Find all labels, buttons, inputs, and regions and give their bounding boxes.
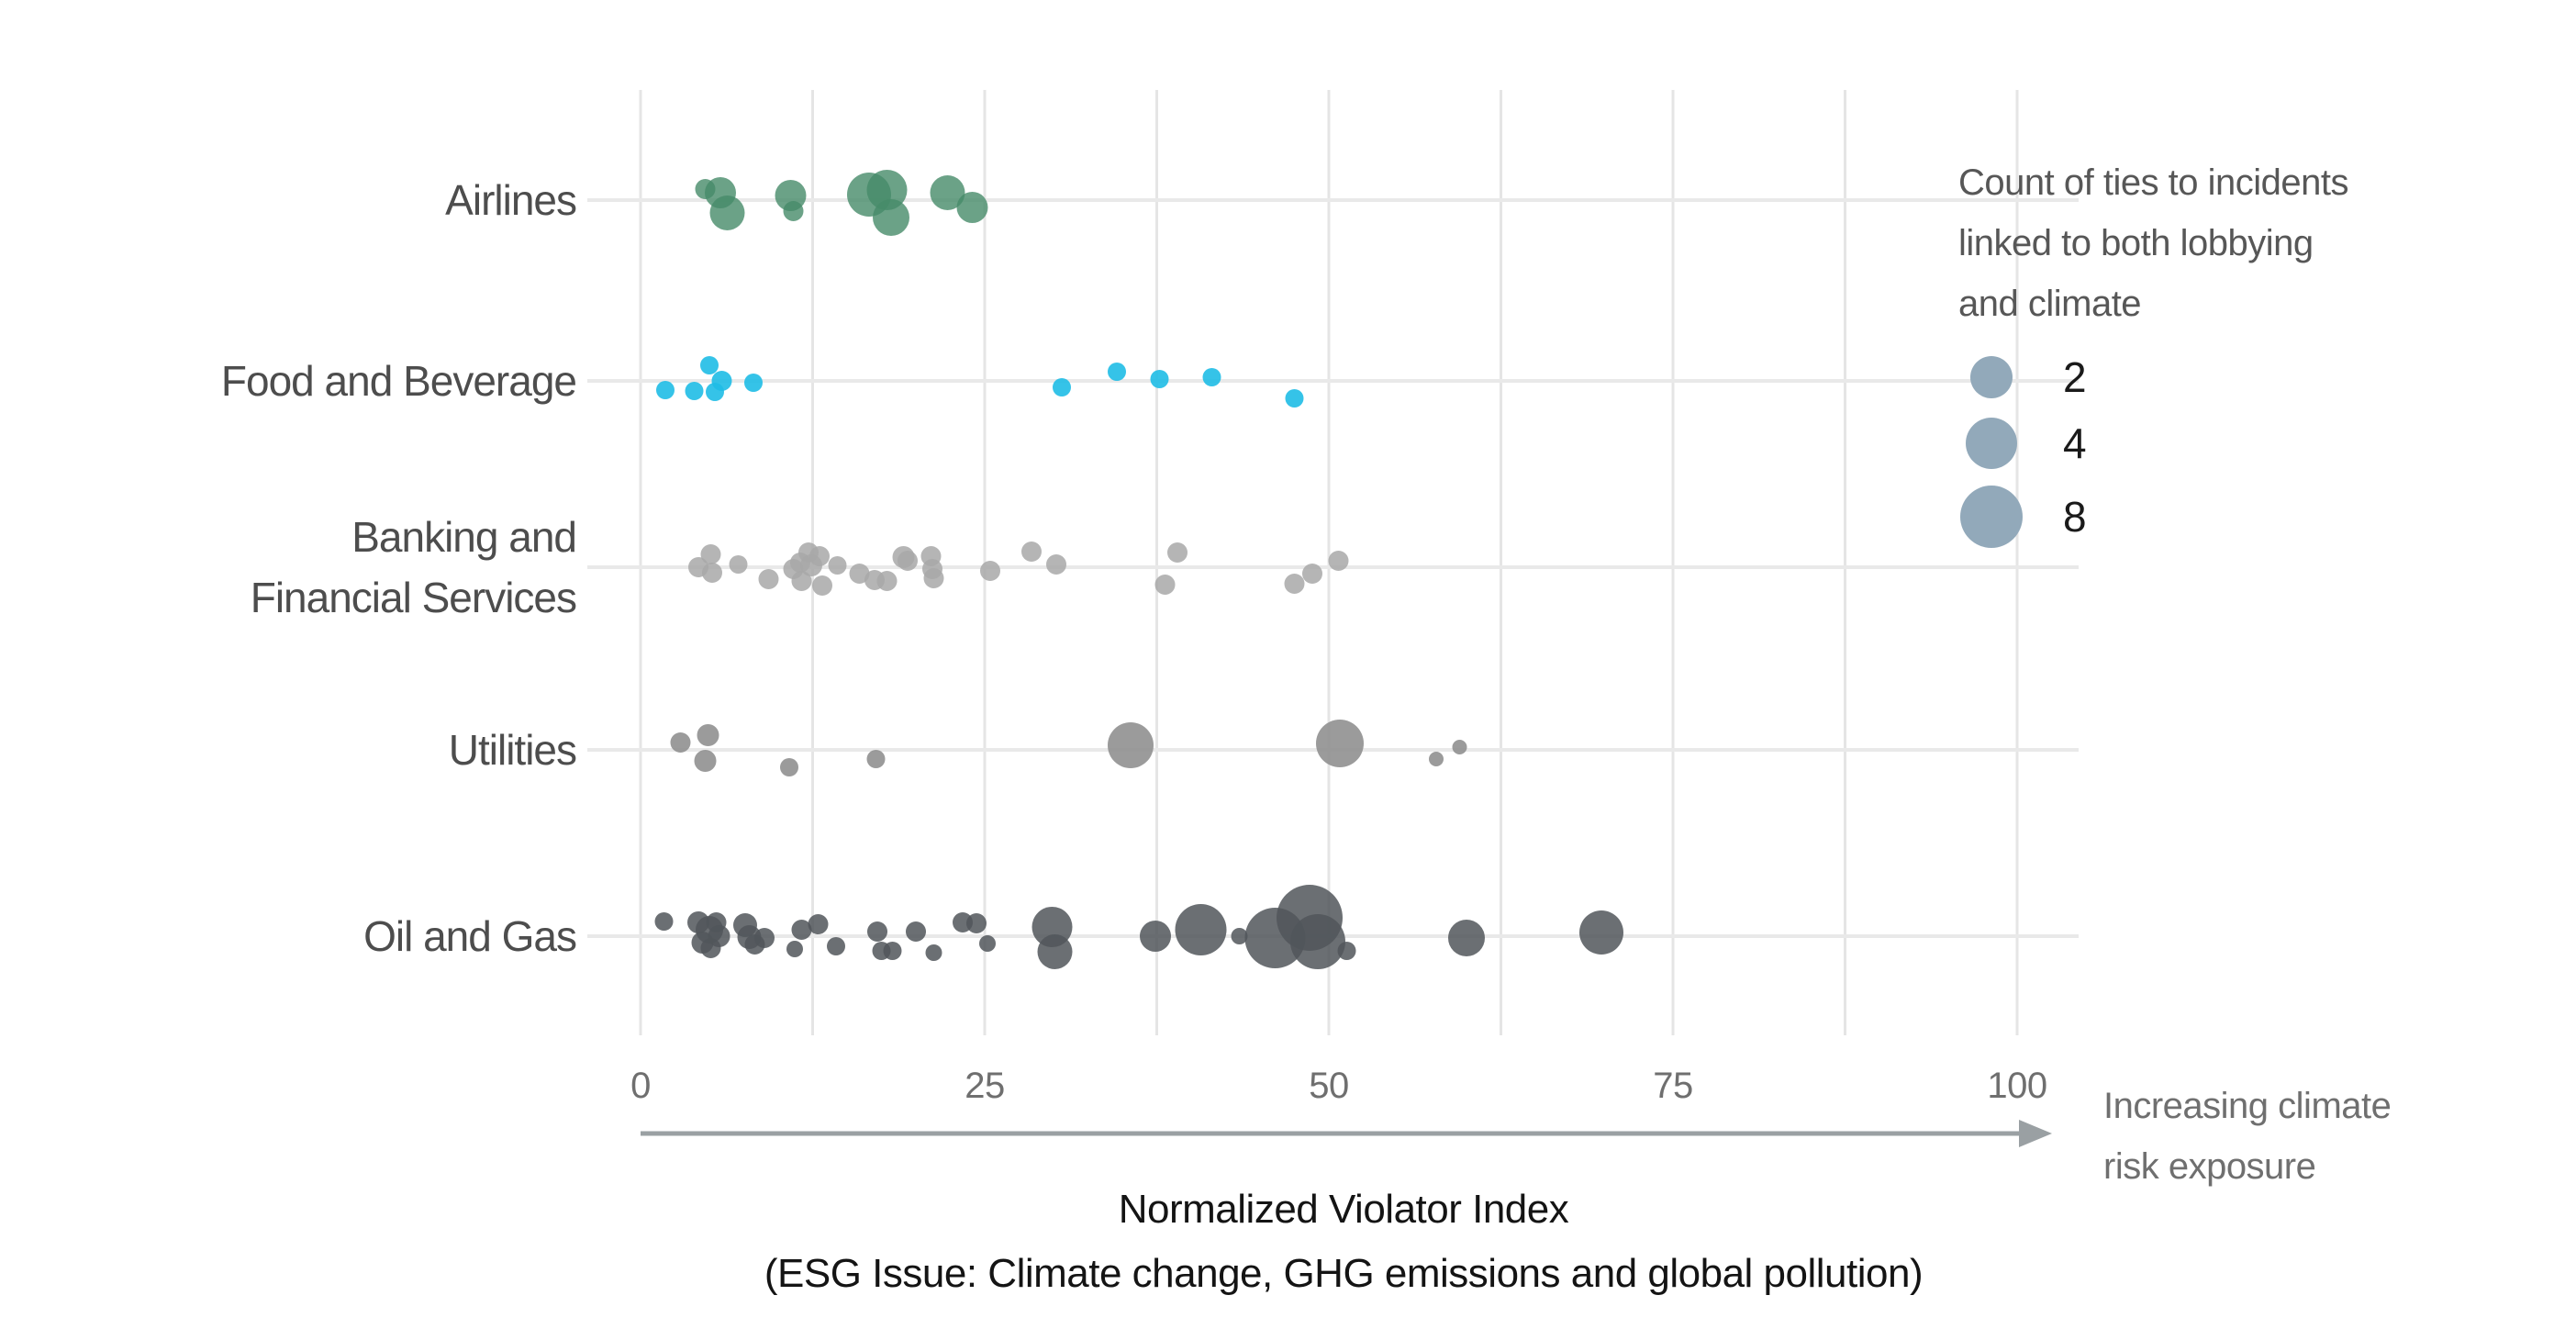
data-point-bubble[interactable] (786, 941, 803, 957)
data-point-bubble[interactable] (1037, 934, 1073, 969)
data-point-bubble[interactable] (956, 192, 988, 223)
data-point-bubble[interactable] (1175, 904, 1227, 955)
x-tick-label: 25 (965, 1066, 1005, 1106)
x-tick-label: 75 (1653, 1066, 1693, 1106)
data-point-bubble[interactable] (867, 921, 887, 942)
data-point-bubble[interactable] (1429, 752, 1444, 766)
x-tick-label: 50 (1309, 1066, 1349, 1106)
data-point-bubble[interactable] (702, 563, 722, 583)
data-point-bubble[interactable] (827, 937, 845, 955)
data-point-bubble[interactable] (1448, 920, 1485, 956)
data-point-bubble[interactable] (1053, 378, 1071, 396)
data-point-bubble[interactable] (1579, 910, 1623, 955)
data-point-bubble[interactable] (1452, 740, 1467, 754)
data-point-bubble[interactable] (979, 935, 996, 952)
row-label: Food and Beverage (221, 357, 576, 405)
data-point-bubble[interactable] (1231, 928, 1248, 944)
data-point-bubble[interactable] (758, 569, 779, 589)
row-label: Banking and (351, 513, 576, 561)
legend-size-bubble (1966, 418, 2017, 469)
legend-size-value: 2 (2063, 353, 2087, 401)
data-point-bubble[interactable] (1328, 551, 1349, 571)
legend-size-bubble (1960, 486, 2023, 548)
data-point-bubble[interactable] (873, 199, 909, 236)
row-label: Utilities (449, 726, 576, 774)
data-point-bubble[interactable] (849, 564, 870, 584)
row-label: Oil and Gas (363, 912, 576, 960)
data-point-bubble[interactable] (685, 382, 704, 400)
data-point-bubble[interactable] (1154, 575, 1176, 595)
data-point-bubble[interactable] (866, 170, 908, 210)
x-tick-label: 100 (1987, 1066, 2046, 1106)
data-point-bubble[interactable] (898, 551, 918, 571)
data-point-bubble[interactable] (791, 920, 812, 940)
data-point-bubble[interactable] (729, 555, 748, 574)
data-point-bubble[interactable] (876, 571, 898, 591)
x-axis-subtitle: (ESG Issue: Climate change, GHG emission… (764, 1251, 1923, 1296)
climate-risk-annotation: Increasing climate (2103, 1086, 2391, 1126)
data-point-bubble[interactable] (1021, 542, 1042, 562)
data-point-bubble[interactable] (780, 758, 798, 776)
data-point-bubble[interactable] (906, 921, 926, 942)
data-point-bubble[interactable] (700, 356, 719, 374)
data-point-bubble[interactable] (1290, 914, 1345, 969)
data-point-bubble[interactable] (812, 575, 832, 596)
data-point-bubble[interactable] (708, 925, 730, 947)
data-point-bubble[interactable] (700, 544, 721, 564)
data-point-bubble[interactable] (980, 561, 1000, 581)
legend-size-value: 4 (2063, 419, 2087, 467)
data-point-bubble[interactable] (866, 750, 886, 768)
data-point-bubble[interactable] (808, 914, 829, 934)
data-point-bubble[interactable] (1140, 921, 1171, 952)
data-point-bubble[interactable] (809, 546, 830, 566)
data-point-bubble[interactable] (783, 201, 804, 221)
data-point-bubble[interactable] (697, 724, 719, 746)
legend-size-bubble (1970, 356, 2013, 398)
x-axis-arrowhead-icon (2019, 1120, 2052, 1147)
data-point-bubble[interactable] (670, 732, 691, 753)
data-point-bubble[interactable] (709, 195, 745, 230)
data-point-bubble[interactable] (1108, 363, 1126, 381)
x-axis-title: Normalized Violator Index (1119, 1187, 1569, 1232)
data-point-bubble[interactable] (923, 568, 944, 588)
data-point-bubble[interactable] (654, 912, 674, 931)
data-point-bubble[interactable] (694, 750, 717, 772)
data-point-bubble[interactable] (966, 913, 987, 933)
data-point-bubble[interactable] (1046, 554, 1066, 575)
data-point-bubble[interactable] (930, 175, 965, 210)
row-label: Airlines (445, 176, 576, 224)
data-point-bubble[interactable] (791, 571, 812, 591)
data-point-bubble[interactable] (711, 371, 732, 391)
data-point-bubble[interactable] (754, 928, 775, 948)
row-label: Financial Services (251, 574, 576, 621)
data-point-bubble[interactable] (1108, 722, 1154, 768)
data-point-bubble[interactable] (1302, 564, 1322, 584)
data-point-bubble[interactable] (656, 381, 675, 399)
data-point-bubble[interactable] (1337, 942, 1356, 960)
data-point-bubble[interactable] (1150, 370, 1169, 388)
data-point-bubble[interactable] (1167, 542, 1188, 563)
data-point-bubble[interactable] (1316, 720, 1364, 767)
data-point-bubble[interactable] (1285, 389, 1304, 408)
data-point-bubble[interactable] (925, 944, 942, 961)
climate-risk-annotation: risk exposure (2103, 1146, 2315, 1187)
legend-title: linked to both lobbying (1958, 223, 2314, 263)
data-point-bubble[interactable] (828, 556, 847, 575)
data-point-bubble[interactable] (744, 374, 763, 392)
legend-size-value: 8 (2063, 493, 2087, 541)
legend-title: Count of ties to incidents (1958, 162, 2348, 203)
data-point-bubble[interactable] (1202, 368, 1221, 386)
x-tick-label: 0 (630, 1066, 651, 1106)
legend-title: and climate (1958, 284, 2141, 324)
data-point-bubble[interactable] (1284, 574, 1305, 594)
data-point-bubble[interactable] (883, 942, 902, 960)
